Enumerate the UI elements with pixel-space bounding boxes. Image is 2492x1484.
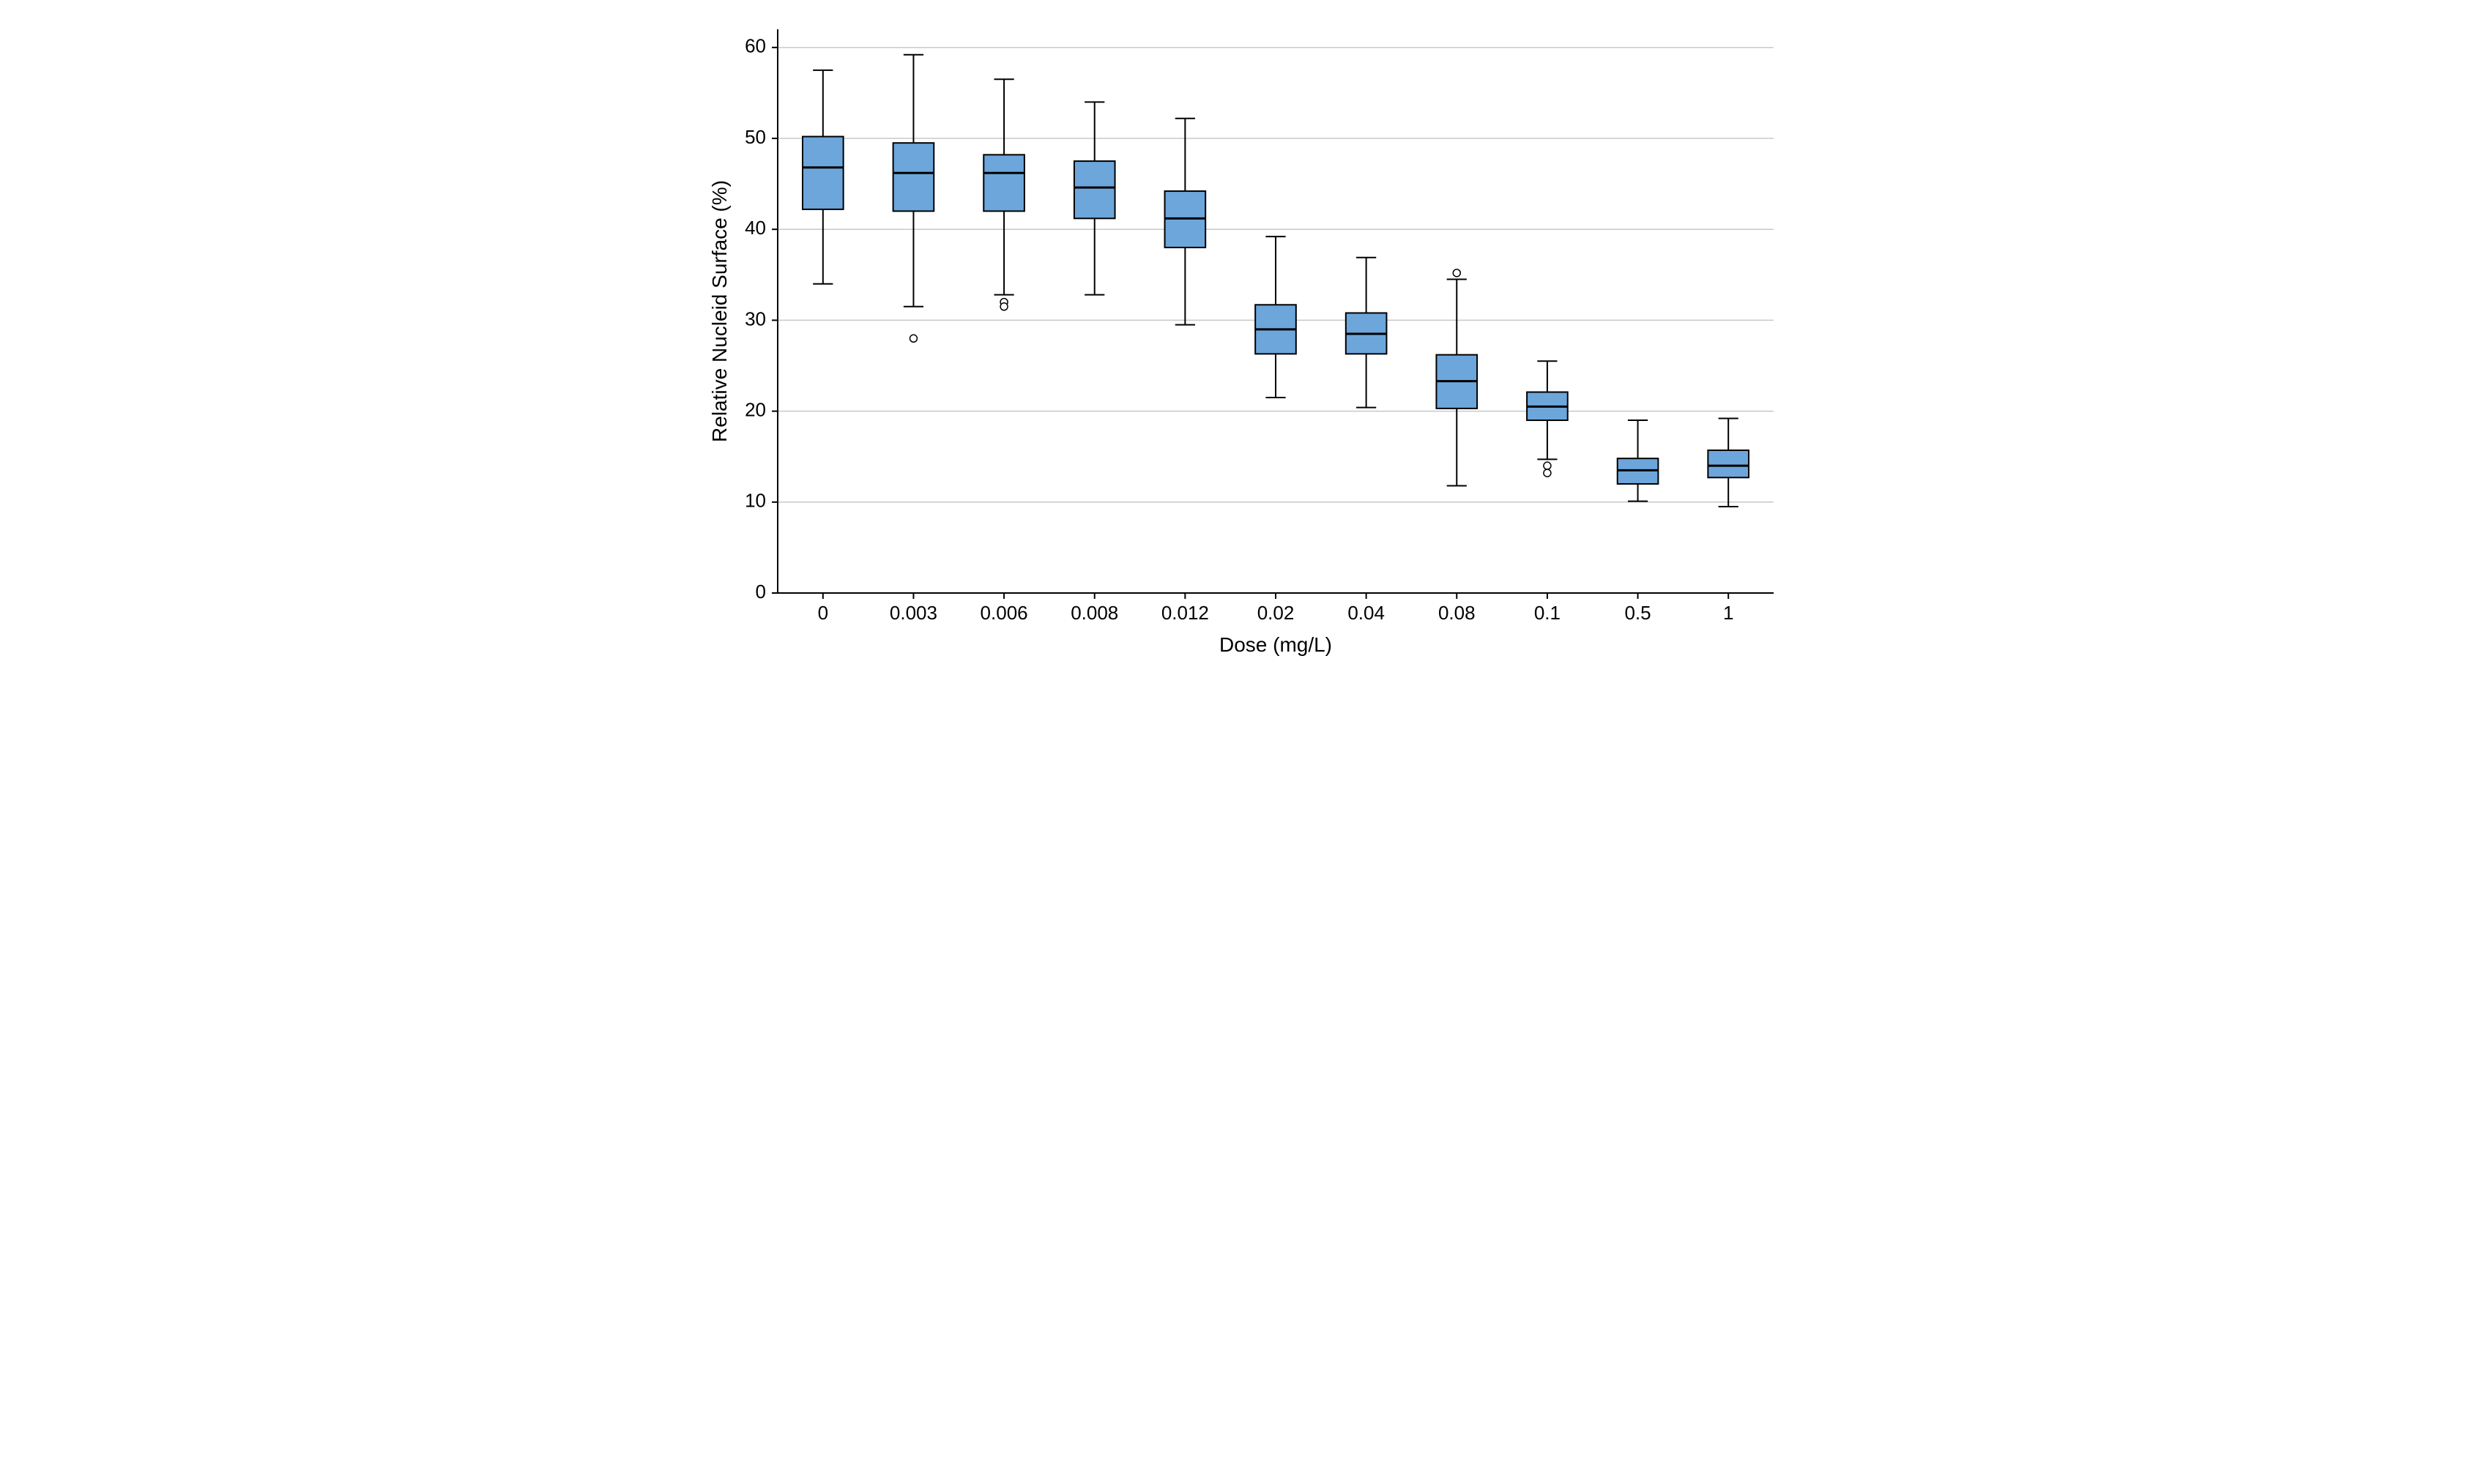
y-tick-label: 10 bbox=[745, 490, 766, 512]
y-tick-label: 0 bbox=[755, 581, 765, 603]
x-tick-label: 0.04 bbox=[1347, 602, 1385, 624]
boxplot-chart: 0 10 20 30 40 50 60 0 0.003 0.006 0.008 0.012 0.02 0.… bbox=[697, 15, 1796, 674]
x-tick-label: 0.012 bbox=[1161, 602, 1208, 624]
y-tick-label: 40 bbox=[745, 217, 766, 239]
x-tick-label: 0.5 bbox=[1624, 602, 1651, 624]
x-tick-label: 0.08 bbox=[1437, 602, 1475, 624]
x-tick-label: 0.006 bbox=[980, 602, 1027, 624]
x-tick-label: 0.02 bbox=[1257, 602, 1294, 624]
x-tick-label: 1 bbox=[1722, 602, 1733, 624]
outlier-point bbox=[910, 335, 917, 342]
y-axis-label: Relative Nucleid Surface (%) bbox=[708, 180, 731, 442]
y-tick-label: 30 bbox=[745, 307, 766, 329]
outlier-point bbox=[1000, 303, 1008, 310]
x-tick-label: 0.1 bbox=[1533, 602, 1560, 624]
y-tick-label: 50 bbox=[745, 126, 766, 148]
outlier-point bbox=[1453, 269, 1460, 277]
chart-svg: 0 10 20 30 40 50 60 0 0.003 0.006 0.008 0.012 0.02 0.… bbox=[697, 15, 1796, 674]
y-tick-label: 20 bbox=[745, 398, 766, 420]
x-tick-label: 0.003 bbox=[889, 602, 937, 624]
x-tick-label: 0.008 bbox=[1071, 602, 1118, 624]
x-tick-label: 0 bbox=[817, 602, 827, 624]
outlier-point bbox=[1543, 469, 1550, 477]
outlier-point bbox=[1543, 462, 1550, 469]
x-axis-label: Dose (mg/L) bbox=[1219, 633, 1331, 656]
y-tick-label: 60 bbox=[745, 35, 766, 57]
